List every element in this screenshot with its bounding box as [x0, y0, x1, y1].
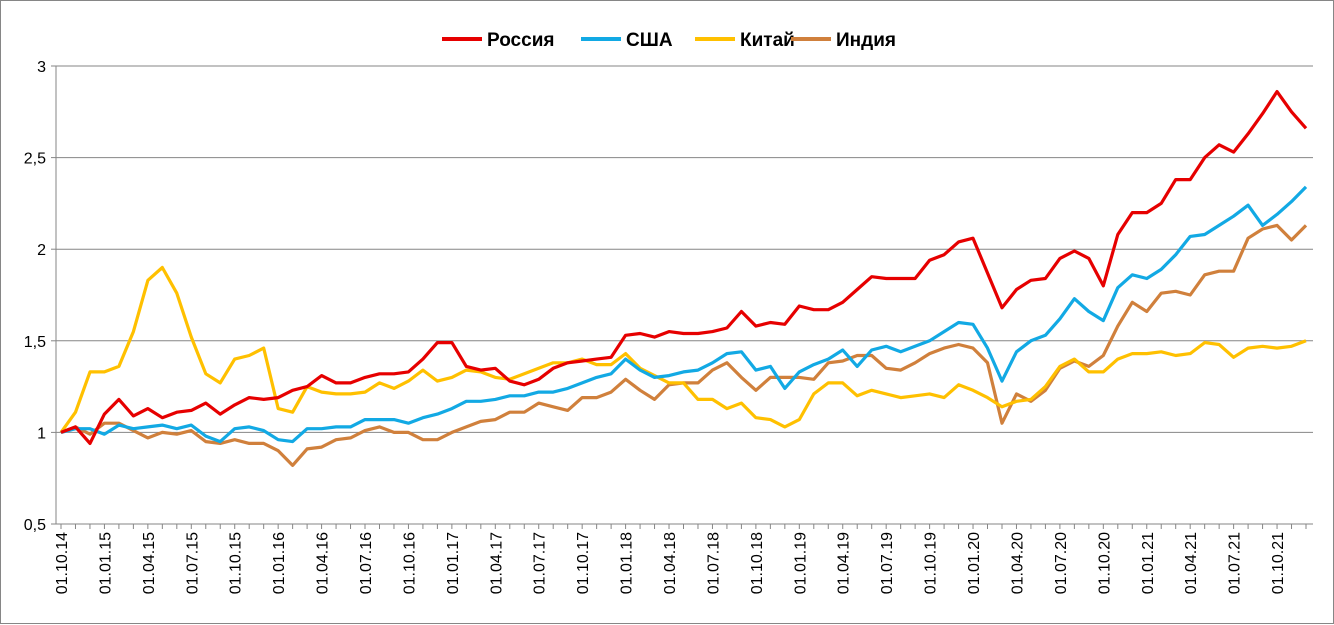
gridlines	[56, 65, 1313, 433]
x-tick-label: 01.04.16	[315, 532, 332, 594]
legend-label: США	[626, 30, 673, 51]
y-tick-label: 1	[37, 425, 46, 442]
x-tick-label: 01.07.15	[184, 532, 201, 594]
series-line-1	[60, 185, 1308, 444]
x-tick-label: 01.01.21	[1140, 532, 1157, 594]
x-tick-label: 01.01.16	[271, 532, 288, 594]
series-line-0	[60, 89, 1308, 445]
x-tick-label: 01.01.17	[445, 532, 462, 594]
legend-label: Россия	[487, 30, 554, 51]
y-tick-label: 2	[37, 242, 46, 259]
x-axis-ticks: 01.10.14 01.01.15 01.04.15 01.07.15 01.10.15…	[54, 524, 1307, 594]
x-tick-label: 01.01.19	[792, 532, 809, 594]
y-tick-label: 2,5	[24, 151, 46, 168]
x-tick-label: 01.04.20	[1009, 532, 1026, 594]
x-tick-label: 01.10.16	[401, 532, 418, 594]
x-tick-label: 01.07.20	[1053, 532, 1070, 594]
series-line-2	[59, 265, 1307, 434]
x-tick-label: 01.04.17	[488, 532, 505, 594]
x-tick-label: 01.07.17	[532, 532, 549, 594]
x-tick-label: 01.10.18	[749, 532, 766, 594]
x-tick-label: 01.01.18	[619, 532, 636, 594]
x-tick-label: 01.07.19	[879, 532, 896, 594]
series-lines	[59, 89, 1308, 467]
legend-label: Китай	[740, 30, 795, 51]
axes	[55, 66, 1313, 525]
y-tick-label: 1,5	[24, 334, 46, 351]
x-tick-label: 01.07.16	[358, 532, 375, 594]
x-tick-label: 01.04.18	[662, 532, 679, 594]
y-tick-label: 3	[37, 59, 46, 76]
x-tick-label: 01.10.21	[1270, 532, 1287, 594]
x-tick-label: 01.04.19	[836, 532, 853, 594]
x-tick-label: 01.07.18	[705, 532, 722, 594]
x-tick-label: 01.04.21	[1183, 532, 1200, 594]
x-tick-label: 01.10.19	[923, 532, 940, 594]
x-tick-label: 01.01.20	[966, 532, 983, 594]
y-axis-ticks: 0,5 1 1,5 2 2,5 3	[24, 59, 56, 534]
x-tick-label: 01.07.21	[1227, 532, 1244, 594]
series-line-3	[60, 223, 1308, 467]
legend-label: Индия	[836, 30, 896, 51]
x-tick-label: 01.10.15	[228, 532, 245, 594]
y-tick-label: 0,5	[24, 517, 46, 534]
x-tick-label: 01.10.14	[54, 532, 71, 594]
x-tick-label: 01.01.15	[97, 532, 114, 594]
x-tick-label: 01.10.20	[1096, 532, 1113, 594]
x-tick-label: 01.10.17	[575, 532, 592, 594]
legend: Россия США Китай Индия	[442, 30, 896, 51]
x-tick-label: 01.04.15	[141, 532, 158, 594]
